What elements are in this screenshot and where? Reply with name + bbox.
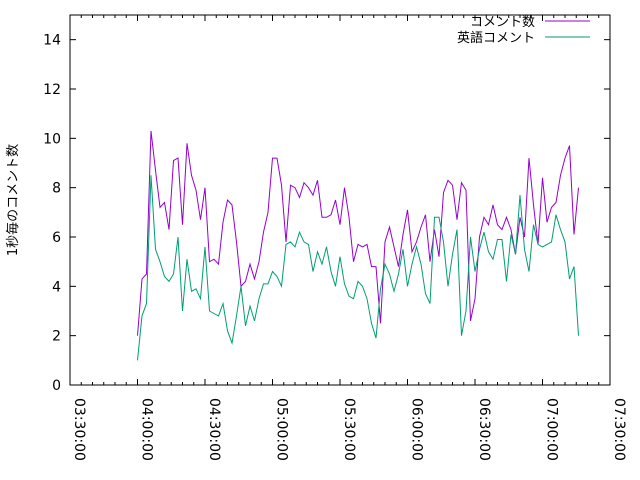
x-tick-label: 05:00:00 xyxy=(274,398,290,461)
series-line-0 xyxy=(137,130,579,336)
series-line-1 xyxy=(137,175,579,361)
y-tick-label: 10 xyxy=(43,131,61,147)
x-tick-label: 07:30:00 xyxy=(611,398,627,461)
x-tick-label: 04:00:00 xyxy=(139,398,155,461)
legend-label-0: コメント数 xyxy=(470,15,535,30)
x-tick-label: 07:00:00 xyxy=(544,398,560,461)
y-tick-label: 2 xyxy=(52,329,61,345)
x-tick-label: 06:00:00 xyxy=(409,398,425,461)
series-layer xyxy=(137,130,579,361)
y-tick-label: 14 xyxy=(43,33,61,49)
y-tick-label: 0 xyxy=(52,378,61,394)
legend-label-1: 英語コメント xyxy=(457,30,535,46)
x-tick-label: 05:30:00 xyxy=(341,398,357,461)
y-axis-title: 1秒毎のコメント数 xyxy=(5,144,21,256)
x-tick-label: 04:30:00 xyxy=(206,398,222,461)
x-tick-label: 06:30:00 xyxy=(476,398,492,461)
x-tick-label: 03:30:00 xyxy=(71,398,87,461)
y-tick-label: 6 xyxy=(52,230,61,246)
plot-frame xyxy=(69,14,611,386)
y-tick-label: 4 xyxy=(52,279,61,295)
y-tick-label: 12 xyxy=(43,82,61,98)
y-tick-label: 8 xyxy=(52,181,61,197)
